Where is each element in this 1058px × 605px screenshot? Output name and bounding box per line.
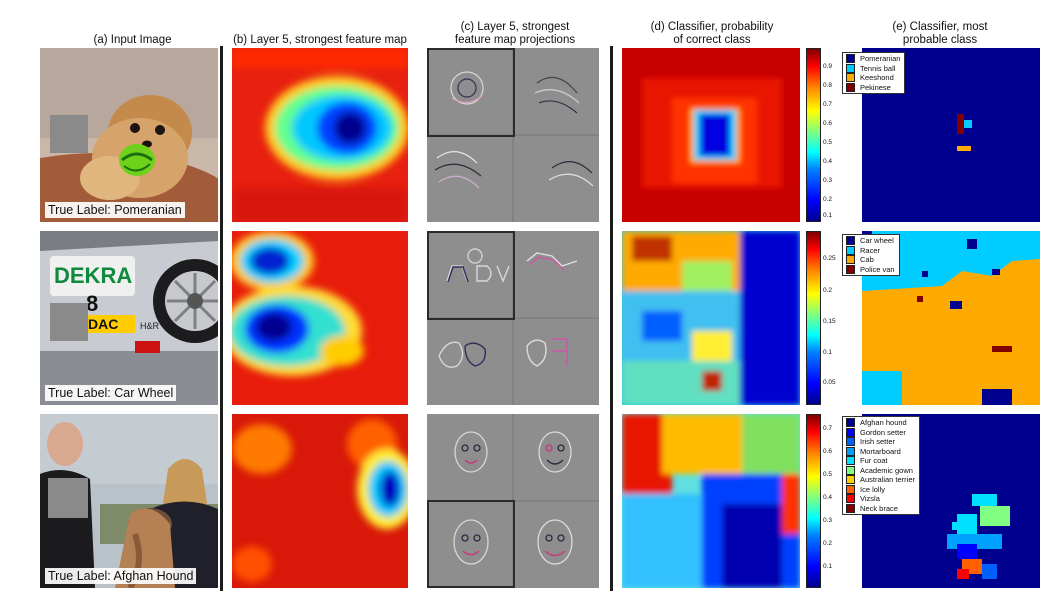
highlight-box (427, 48, 515, 137)
tick: 0.3 (823, 177, 833, 184)
occluder-square (50, 303, 88, 341)
tick: 0.5 (823, 139, 833, 146)
legend-item: Car wheel (846, 236, 895, 246)
tick: 0.4 (823, 158, 833, 165)
tick: 0.3 (823, 517, 833, 524)
tick: 0.6 (823, 120, 833, 127)
separator-left (220, 46, 223, 591)
feature-map-row1 (232, 48, 408, 222)
colorbar-ticks-row2: 0.25 0.2 0.15 0.1 0.05 (823, 231, 847, 403)
occluder-square (48, 478, 88, 518)
legend-item: Neck brace (846, 504, 915, 514)
highlight-box (427, 500, 515, 588)
tick: 0.7 (823, 101, 833, 108)
colorbar-ticks-row3: 0.7 0.6 0.5 0.4 0.3 0.2 0.1 (823, 414, 847, 586)
header-prob-correct-class: (d) Classifier, probability of correct c… (650, 21, 774, 46)
legend-item: Pekinese (846, 83, 900, 93)
true-label: True Label: Afghan Hound (45, 568, 197, 584)
prob-map-row2 (622, 231, 800, 405)
input-image-pomeranian: True Label: Pomeranian (40, 48, 218, 222)
input-image-car-wheel: DEKRA 8 DAC H&R True Label: Car Wheel (40, 231, 218, 405)
tick: 0.6 (823, 448, 833, 455)
tick: 0.1 (823, 563, 833, 570)
legend-item: Pomeranian (846, 54, 900, 64)
legend-item: Tennis ball (846, 64, 900, 74)
tick: 0.15 (823, 318, 836, 325)
legend-item: Mortarboard (846, 447, 915, 457)
legend-item: Academic gown (846, 466, 915, 476)
tick: 0.1 (823, 349, 833, 356)
occluder-square (50, 115, 88, 153)
tick: 0.1 (823, 212, 833, 219)
tick: 0.4 (823, 494, 833, 501)
legend-item: Keeshond (846, 73, 900, 83)
legend-item: Cab (846, 255, 895, 265)
legend-item: Australian terrier (846, 475, 915, 485)
legend-row2: Car wheel Racer Cab Police van (842, 234, 900, 276)
legend-item: Irish setter (846, 437, 915, 447)
prob-map-row1 (622, 48, 800, 222)
legend-item: Ice lolly (846, 485, 915, 495)
prob-map-row3 (622, 414, 800, 588)
tick: 0.7 (823, 425, 833, 432)
separator-right (610, 46, 613, 591)
input-image-afghan-hound: True Label: Afghan Hound (40, 414, 218, 588)
tick: 0.2 (823, 196, 833, 203)
legend-row1: Pomeranian Tennis ball Keeshond Pekinese (842, 52, 906, 94)
legend-item: Vizsla (846, 494, 915, 504)
tick: 0.9 (823, 63, 833, 70)
image-text-hr: H&R (140, 321, 160, 331)
tick: 0.25 (823, 255, 836, 262)
legend-item: Fur coat (846, 456, 915, 466)
feature-map-row2 (232, 231, 408, 405)
projections-row1 (427, 48, 599, 222)
colorbar-row2 (806, 231, 821, 405)
feature-map-row3 (232, 414, 408, 588)
highlight-box (427, 231, 515, 320)
projections-row2 (427, 231, 599, 405)
header-layer5-feature-map: (b) Layer 5, strongest feature map (233, 34, 407, 46)
legend-item: Police van (846, 265, 895, 275)
true-label: True Label: Car Wheel (45, 385, 177, 401)
header-most-probable-class: (e) Classifier, most probable class (892, 21, 988, 46)
tick: 0.2 (823, 287, 833, 294)
image-text-dekra: DEKRA (54, 263, 132, 288)
image-text-dac: DAC (88, 316, 118, 332)
header-layer5-projections: (c) Layer 5, strongest feature map proje… (454, 21, 576, 46)
true-label: True Label: Pomeranian (45, 202, 185, 218)
legend-item: Racer (846, 246, 895, 256)
header-input-image: (a) Input Image (93, 34, 172, 46)
legend-item: Afghan hound (846, 418, 915, 428)
legend-item: Gordon setter (846, 428, 915, 438)
legend-row3: Afghan hound Gordon setter Irish setter … (842, 416, 921, 515)
colorbar-row1 (806, 48, 821, 222)
image-text-number: 8 (86, 291, 98, 316)
tick: 0.05 (823, 379, 836, 386)
tick: 0.2 (823, 540, 833, 547)
colorbar-row3 (806, 414, 821, 588)
colorbar-ticks-row1: 0.9 0.8 0.7 0.6 0.5 0.4 0.3 0.2 0.1 (823, 48, 847, 220)
tick: 0.5 (823, 471, 833, 478)
tick: 0.8 (823, 82, 833, 89)
projections-row3 (427, 414, 599, 588)
